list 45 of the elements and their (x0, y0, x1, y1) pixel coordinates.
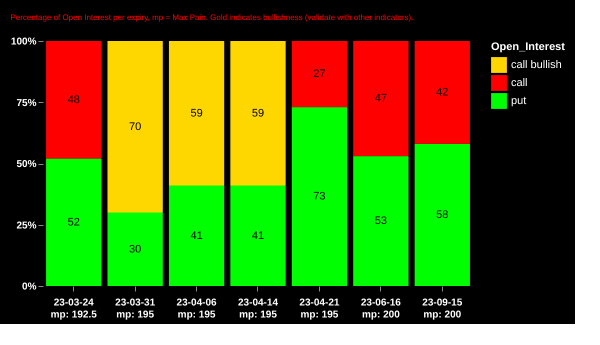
data-label: 41 (252, 230, 264, 242)
data-label: 53 (374, 215, 387, 228)
data-label: 59 (252, 107, 264, 120)
y-tick-label: 0% (22, 282, 37, 292)
data-label: 70 (129, 120, 142, 133)
data-label: 27 (313, 68, 326, 80)
data-label: 48 (68, 94, 80, 106)
data-label: 30 (129, 243, 142, 256)
x-tick-label: 23-09-15 mp: 200 (422, 298, 463, 320)
bar (353, 156, 408, 286)
bar (46, 158, 102, 286)
y-tick-label: 25% (16, 220, 37, 232)
bar (353, 41, 408, 156)
legend-title: Open_Interest (491, 41, 566, 53)
data-label: 41 (190, 230, 203, 242)
x-tick-label: 23-03-24 mp: 192.5 (50, 298, 98, 320)
data-label: 52 (68, 216, 80, 228)
y-tick-label: 75% (16, 98, 37, 109)
bar (230, 186, 286, 286)
legend-label: call bullish (511, 59, 562, 71)
data-label: 59 (190, 107, 203, 120)
bar (46, 41, 102, 159)
chart-subtitle: Percentage of Open Interest per expiry, mp = Max Pain. Gold indicates bullishness (validate with other indicators). (10, 13, 414, 22)
legend-label: put (511, 95, 526, 107)
bar (292, 41, 348, 108)
x-tick-label: 23-04-21 mp: 195 (299, 298, 340, 320)
y-tick-label: 100% (10, 36, 37, 48)
legend-label: call (511, 77, 528, 89)
bar (414, 41, 470, 144)
x-tick-label: 23-04-06 mp: 195 (176, 298, 218, 320)
bar (168, 186, 224, 286)
bar (414, 144, 470, 286)
bar (292, 107, 348, 286)
data-label: 58 (436, 208, 448, 221)
bar (108, 212, 163, 286)
data-label: 42 (436, 86, 448, 98)
x-tick-label: 23-04-14 mp: 195 (238, 298, 278, 320)
bar (108, 41, 163, 212)
y-tick-label: 50% (16, 159, 37, 170)
x-tick-label: 23-06-16 mp: 200 (360, 298, 402, 320)
bar (230, 41, 286, 186)
data-label: 73 (313, 190, 326, 203)
data-label: 47 (374, 92, 387, 105)
x-tick-label: 23-03-31 mp: 195 (115, 298, 156, 320)
bar (168, 41, 224, 186)
